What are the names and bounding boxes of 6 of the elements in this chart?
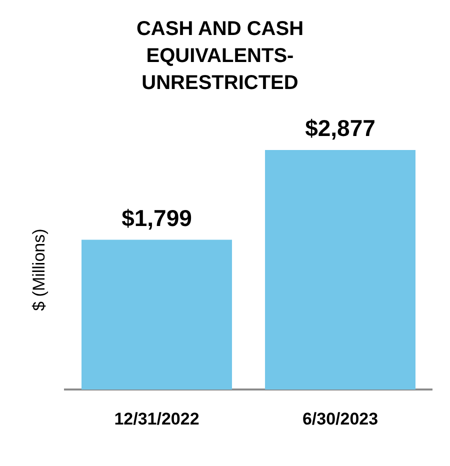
data-label: $2,877 [305, 115, 376, 141]
chart-title: CASH AND CASH EQUIVALENTS-UNRESTRICTED [135, 17, 305, 96]
data-label: $1,799 [122, 204, 192, 231]
x-tick-label: 6/30/2023 [302, 409, 378, 428]
y-axis-title: $ (Millions) [30, 228, 49, 311]
x-tick-label: 12/31/2022 [114, 409, 200, 428]
